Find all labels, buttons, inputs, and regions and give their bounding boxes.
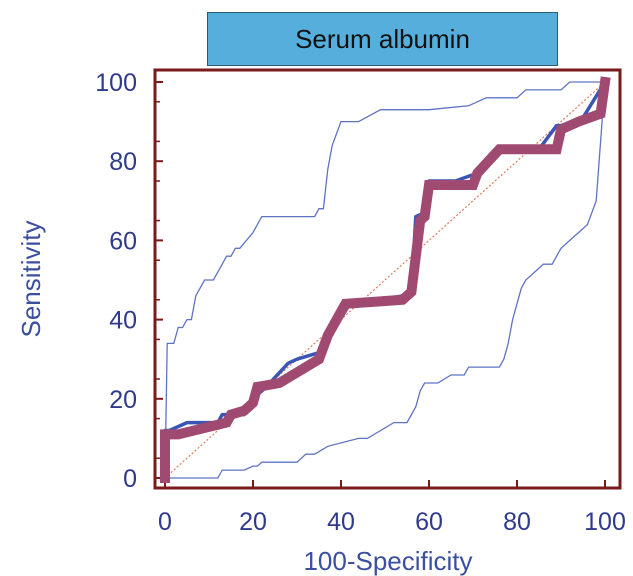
chart-title: Serum albumin: [295, 23, 470, 54]
y-tick-label: 60: [109, 227, 137, 255]
y-axis-title: Sensitivity: [16, 220, 46, 337]
chart-title-box: Serum albumin: [207, 12, 558, 66]
y-tick-label: 0: [123, 465, 137, 493]
series-roc-steps: [160, 76, 611, 483]
y-tick-label: 20: [109, 386, 137, 414]
y-tick-label: 100: [95, 69, 137, 97]
x-tick-label: 20: [239, 508, 267, 536]
x-tick-label: 60: [415, 508, 443, 536]
x-axis-title: 100-Specificity: [303, 546, 472, 576]
series-ci-lower: [165, 81, 606, 479]
plot-frame: [153, 68, 622, 490]
x-tick-label: 40: [327, 508, 355, 536]
series-ci-upper: [164, 81, 605, 479]
x-tick-label: 100: [584, 508, 626, 536]
x-tick-label: 80: [503, 508, 531, 536]
x-tick-label: 0: [158, 508, 172, 536]
y-tick-label: 80: [109, 148, 137, 176]
y-tick-label: 40: [109, 307, 137, 335]
